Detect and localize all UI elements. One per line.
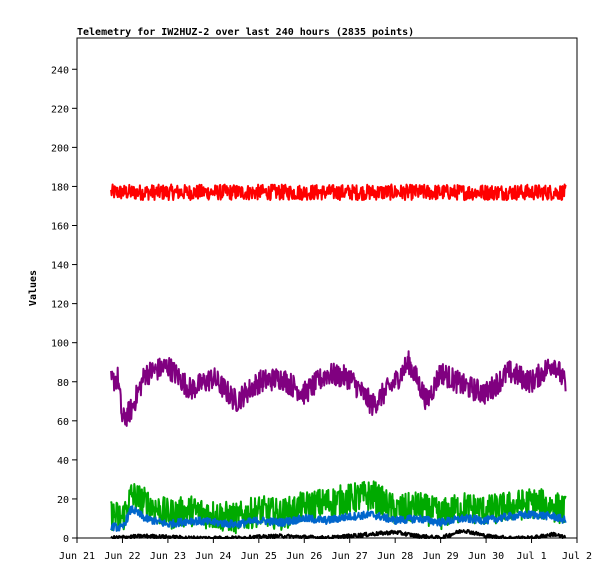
y-tick-label: 160 (51, 222, 69, 233)
plot-area (76, 37, 578, 539)
y-tick-label: 140 (51, 261, 69, 272)
x-tick-label: Jun 23 (150, 551, 186, 562)
chart-title: Telemetry for IW2HUZ-2 over last 240 hou… (77, 26, 414, 38)
x-tick-label: Jun 22 (104, 551, 140, 562)
x-tick-label: Jun 25 (241, 551, 277, 562)
x-tick-label: Jun 26 (286, 551, 322, 562)
y-tick-label: 240 (51, 65, 69, 76)
x-tick-label: Jun 28 (377, 551, 413, 562)
y-tick-label: 200 (51, 143, 69, 154)
x-tick-label: Jul 1 (516, 551, 546, 562)
y-tick-label: 60 (57, 417, 69, 428)
x-tick-label: Jun 30 (468, 551, 504, 562)
x-tick-label: Jun 21 (59, 551, 95, 562)
x-axis-ticks: Jun 21 Jun 22 Jun 23 Jun 24 Jun 25 Jun 26 Jun … (59, 538, 592, 562)
y-tick-label: 120 (51, 300, 69, 311)
y-tick-label: 100 (51, 339, 69, 350)
x-tick-label: Jun 29 (423, 551, 459, 562)
series-line-3 (110, 505, 567, 532)
y-tick-label: 40 (57, 456, 69, 467)
series-layer (110, 183, 567, 539)
series-line-1 (110, 350, 567, 427)
y-axis-ticks: 0 20 40 60 80 100 120 140 160 180 200 220 240 (51, 65, 77, 545)
y-tick-label: 0 (63, 534, 69, 545)
x-tick-label: Jun 24 (195, 551, 231, 562)
x-tick-label: Jul 2 (562, 551, 592, 562)
series-line-4 (110, 529, 567, 539)
y-tick-label: 20 (57, 495, 69, 506)
x-tick-label: Jun 27 (332, 551, 368, 562)
y-tick-label: 80 (57, 378, 69, 389)
y-axis-title: Values (28, 270, 39, 306)
y-tick-label: 180 (51, 182, 69, 193)
y-tick-label: 220 (51, 104, 69, 115)
series-line-0 (110, 183, 567, 202)
